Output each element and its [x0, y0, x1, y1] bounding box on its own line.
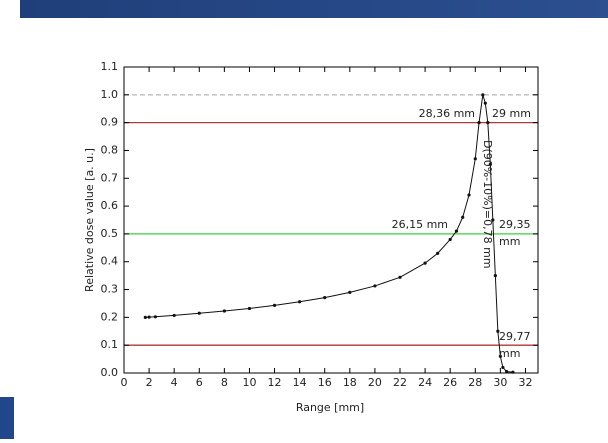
x-tick-label: 6 — [196, 376, 203, 389]
annotation: 28,36 mm — [419, 107, 475, 120]
banner — [20, 0, 608, 18]
y-tick-label: 0.6 — [101, 199, 119, 212]
data-point — [481, 93, 485, 97]
x-tick-label: 2 — [146, 376, 153, 389]
y-tick-label: 1.0 — [101, 88, 119, 101]
side-block — [0, 397, 14, 439]
annotation: mm — [499, 235, 520, 248]
data-point — [491, 218, 495, 222]
data-point — [501, 365, 505, 370]
data-point — [222, 309, 226, 313]
y-tick-label: 0.7 — [101, 171, 119, 184]
data-point — [473, 157, 477, 161]
data-point — [247, 306, 252, 311]
y-tick-label: 0.8 — [101, 143, 119, 156]
x-tick-label: 26 — [443, 376, 457, 389]
x-tick-label: 22 — [393, 376, 407, 389]
y-tick-label: 0.1 — [101, 338, 119, 351]
x-tick-label: 24 — [418, 376, 432, 389]
data-point — [486, 121, 490, 125]
data-point — [373, 284, 377, 288]
y-tick-label: 1.1 — [101, 60, 119, 73]
x-tick-label: 28 — [468, 376, 482, 389]
annotation: mm — [499, 347, 520, 360]
data-line — [145, 94, 513, 373]
annotation: D(90%-10%)=0,78 mm — [481, 140, 494, 269]
data-point — [398, 275, 402, 279]
y-tick-label: 0.0 — [101, 366, 119, 379]
data-point — [197, 311, 201, 315]
x-axis-label: Range [mm] — [296, 401, 364, 414]
x-tick-label: 32 — [518, 376, 532, 389]
data-point — [477, 121, 481, 125]
annotation: 29 mm — [492, 107, 531, 120]
x-tick-label: 20 — [368, 376, 382, 389]
data-point — [496, 329, 500, 333]
x-tick-label: 4 — [171, 376, 178, 389]
x-tick-label: 12 — [268, 376, 282, 389]
data-point — [467, 193, 471, 197]
y-axis-label: Relative dose value [a. u.] — [83, 148, 96, 292]
data-point — [153, 315, 157, 319]
data-point — [511, 370, 515, 374]
data-point — [493, 274, 497, 278]
y-tick-label: 0.9 — [101, 116, 119, 129]
x-tick-label: 18 — [343, 376, 357, 389]
annotation: 26,15 mm — [392, 218, 448, 231]
y-tick-label: 0.4 — [101, 255, 119, 268]
data-point — [172, 313, 176, 318]
x-tick-label: 0 — [121, 376, 128, 389]
data-point — [448, 237, 452, 242]
x-tick-label: 8 — [221, 376, 228, 389]
y-tick-label: 0.5 — [101, 227, 119, 240]
data-point — [483, 101, 487, 105]
y-tick-label: 0.3 — [101, 283, 119, 296]
data-point — [488, 162, 492, 166]
y-tick-label: 0.2 — [101, 310, 119, 323]
annotation: 29,77 — [499, 330, 531, 343]
data-point — [498, 354, 502, 358]
data-point — [454, 229, 459, 233]
x-tick-label: 16 — [318, 376, 332, 389]
data-point — [461, 215, 465, 219]
data-point — [147, 315, 151, 319]
annotation: 29,35 — [499, 218, 531, 231]
data-point — [505, 370, 509, 374]
x-tick-label: 14 — [293, 376, 307, 389]
data-point — [436, 251, 440, 255]
data-point — [143, 315, 147, 319]
x-tick-label: 10 — [242, 376, 256, 389]
x-tick-label: 30 — [493, 376, 507, 389]
data-point — [298, 300, 302, 304]
data-point — [423, 261, 427, 265]
plot-frame — [123, 66, 539, 374]
data-point — [272, 303, 277, 308]
data-point — [323, 296, 327, 300]
data-point — [348, 290, 352, 294]
